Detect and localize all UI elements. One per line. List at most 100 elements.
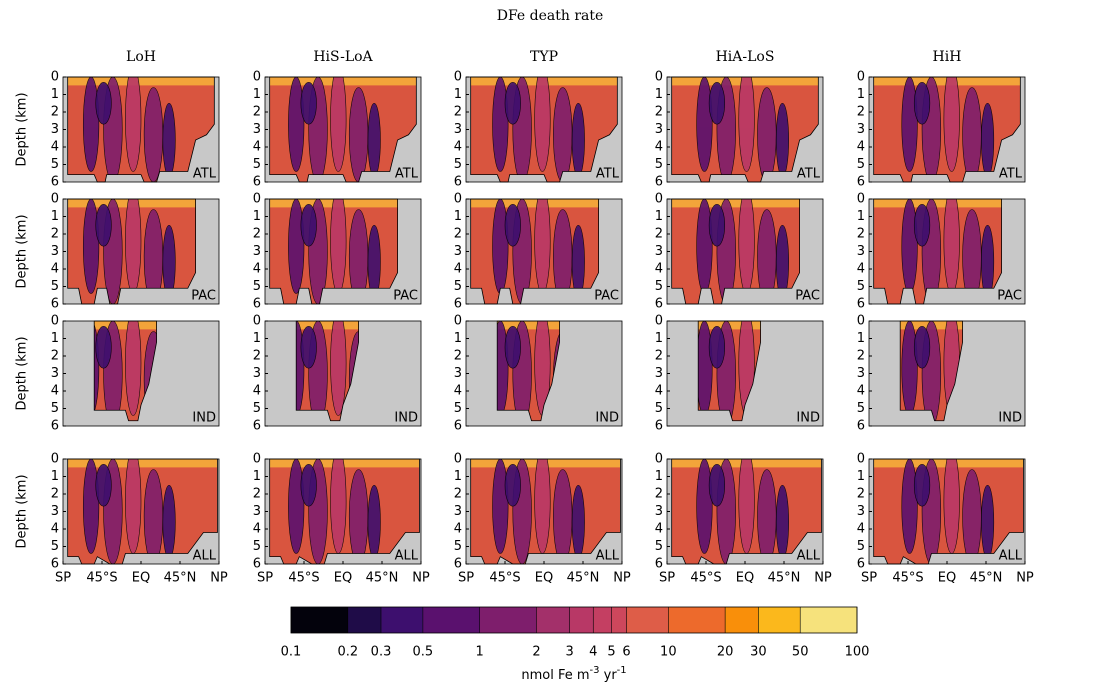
field-blob (162, 102, 176, 178)
field-blob (504, 81, 521, 125)
colorbar-tick-label: 0.3 (371, 645, 392, 660)
y-tick-label: 3 (857, 504, 865, 519)
column-title: HiA-LoS (716, 49, 775, 65)
colorbar-tick-label: 50 (792, 645, 809, 660)
colorbar-tick-label: 3 (566, 645, 574, 660)
y-tick-label: 6 (454, 297, 462, 312)
y-tick-label: 1 (253, 469, 261, 484)
basin-label: IND (796, 411, 820, 426)
y-tick-label: 2 (51, 487, 59, 502)
y-tick-label: 6 (655, 557, 663, 572)
field-blob (943, 77, 960, 172)
y-tick-label: 6 (454, 419, 462, 434)
x-tick-label: NP (1016, 571, 1034, 586)
field-blob (82, 199, 100, 294)
field-outline (470, 198, 599, 305)
y-tick-label: 2 (253, 227, 261, 242)
field-surface (470, 199, 599, 208)
y-tick-label: 3 (655, 366, 663, 381)
y-tick-label: 6 (51, 419, 59, 434)
y-tick-label: 1 (655, 469, 663, 484)
y-tick-label: 4 (655, 140, 663, 155)
field-blob (943, 459, 960, 554)
field-surface (269, 459, 420, 468)
field-blob (708, 81, 726, 125)
field-blob (534, 459, 551, 554)
y-tick-label: 1 (51, 331, 59, 346)
field-blob (300, 325, 317, 369)
y-tick-label: 0 (655, 192, 663, 207)
y-tick-label: 0 (253, 314, 261, 329)
y-tick-label: 5 (857, 539, 865, 554)
column-title: LoH (126, 49, 156, 65)
colorbar-label-part: yr (600, 668, 618, 683)
basin-label: IND (595, 411, 619, 426)
colorbar-tick-label: 20 (717, 645, 734, 660)
y-tick-label: 3 (857, 244, 865, 259)
colorbar-label: nmol Fe m-3 yr-1 (521, 665, 626, 683)
y-tick-label: 6 (253, 297, 261, 312)
field-blob (143, 87, 164, 182)
basin-label: PAC (393, 289, 418, 304)
column-title: TYP (530, 49, 558, 65)
colorbar-segment (626, 607, 669, 633)
basin-label: ATL (999, 167, 1023, 182)
field-blob (962, 469, 982, 564)
x-tick-label: NP (613, 571, 631, 586)
colorbar-frame (290, 606, 858, 634)
y-tick-label: 1 (253, 87, 261, 102)
y-tick-label: 5 (655, 401, 663, 416)
x-tick-label: NP (814, 571, 832, 586)
x-tick-label: 45°N (366, 571, 399, 586)
colorbar-tick-label: 2 (532, 645, 540, 660)
y-tick-label: 2 (655, 105, 663, 120)
field-blob (708, 203, 726, 247)
panel-field (671, 199, 800, 304)
colorbar-tick-label: 5 (607, 645, 615, 660)
field-blob (738, 199, 755, 294)
y-tick-label: 4 (857, 522, 865, 537)
field-blob (492, 459, 509, 554)
field-blob (708, 325, 726, 369)
y-tick-label: 2 (253, 487, 261, 502)
y-tick-label: 0 (857, 452, 865, 467)
field-blob (330, 199, 347, 294)
y-tick-label: 1 (454, 469, 462, 484)
field-blob (901, 459, 918, 554)
y-tick-label: 0 (51, 70, 59, 85)
x-tick-label: EQ (334, 571, 352, 586)
y-tick-label: 1 (655, 87, 663, 102)
basin-label: ALL (193, 549, 217, 564)
colorbar-segment (479, 607, 537, 633)
y-axis-label: Depth (km) (15, 336, 30, 410)
y-tick-label: 0 (655, 452, 663, 467)
colorbar-tick-label: 10 (660, 645, 677, 660)
y-tick-label: 0 (655, 70, 663, 85)
y-tick-label: 2 (454, 227, 462, 242)
y-tick-label: 6 (655, 419, 663, 434)
field-blob (300, 81, 317, 125)
y-axis-label: Depth (km) (15, 92, 30, 166)
colorbar-segment (291, 607, 348, 633)
y-tick-label: 6 (655, 297, 663, 312)
basin-label: ALL (999, 549, 1023, 564)
field-blob (288, 199, 305, 294)
field-blob (696, 77, 713, 172)
colorbar-segment (611, 607, 627, 633)
field-blob (698, 321, 713, 416)
field-blob (162, 484, 176, 560)
y-tick-label: 2 (454, 487, 462, 502)
field-outline (697, 320, 761, 422)
column-title: HiS-LoA (313, 49, 373, 65)
y-tick-label: 4 (655, 522, 663, 537)
field-blob (348, 469, 369, 564)
field-surface (671, 199, 800, 208)
field-blob (82, 459, 100, 554)
basin-label: ATL (596, 167, 620, 182)
y-tick-label: 4 (253, 262, 261, 277)
y-tick-label: 1 (454, 87, 462, 102)
y-tick-label: 0 (51, 192, 59, 207)
y-tick-label: 4 (454, 262, 462, 277)
field-blob (534, 199, 551, 294)
y-tick-label: 5 (51, 157, 59, 172)
